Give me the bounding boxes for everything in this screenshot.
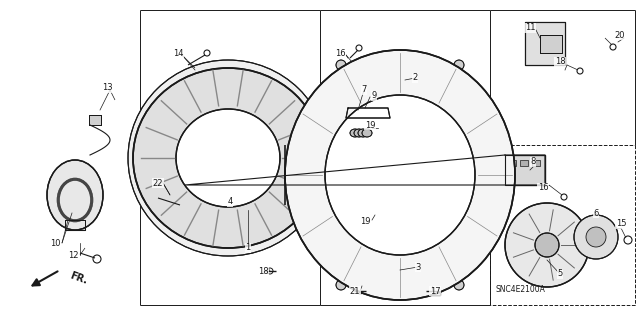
Circle shape	[290, 218, 298, 226]
Bar	[505, 155, 545, 185]
Circle shape	[513, 170, 523, 180]
Polygon shape	[247, 78, 259, 107]
Circle shape	[567, 255, 575, 263]
Text: 17: 17	[429, 286, 440, 295]
Ellipse shape	[574, 215, 618, 259]
Ellipse shape	[350, 129, 360, 137]
Bar	[505, 155, 545, 185]
Ellipse shape	[586, 227, 606, 247]
Polygon shape	[225, 213, 228, 243]
Text: 7: 7	[362, 85, 367, 94]
Bar	[385, 260, 440, 295]
Polygon shape	[147, 140, 173, 148]
Text: 22: 22	[153, 179, 163, 188]
Bar	[540, 35, 562, 53]
Polygon shape	[525, 22, 565, 65]
Polygon shape	[156, 113, 181, 130]
Bar	[520, 160, 528, 166]
Text: 19: 19	[360, 218, 371, 226]
Polygon shape	[275, 186, 300, 203]
Text: 4: 4	[227, 197, 232, 206]
Text: 6: 6	[593, 209, 598, 218]
Text: 12: 12	[68, 250, 78, 259]
Polygon shape	[505, 155, 545, 185]
Bar	[89, 115, 101, 125]
Bar	[385, 260, 440, 295]
Bar	[540, 35, 562, 53]
Circle shape	[567, 227, 575, 235]
Ellipse shape	[362, 129, 372, 137]
Text: 10: 10	[50, 239, 60, 248]
Text: 21: 21	[349, 286, 360, 295]
Circle shape	[277, 170, 287, 180]
Polygon shape	[65, 220, 85, 230]
Polygon shape	[155, 183, 179, 201]
Polygon shape	[262, 200, 282, 225]
Ellipse shape	[325, 95, 475, 255]
Ellipse shape	[285, 50, 515, 300]
Text: 19: 19	[365, 121, 375, 130]
Polygon shape	[244, 210, 257, 239]
Ellipse shape	[176, 109, 280, 207]
Ellipse shape	[47, 160, 103, 230]
Polygon shape	[200, 77, 212, 106]
Polygon shape	[228, 73, 231, 103]
Circle shape	[158, 90, 166, 98]
Bar	[89, 115, 101, 125]
Polygon shape	[175, 91, 195, 116]
Polygon shape	[146, 165, 173, 173]
Text: 1: 1	[245, 243, 251, 253]
Text: 14: 14	[173, 48, 183, 57]
Polygon shape	[276, 115, 301, 133]
Ellipse shape	[505, 203, 589, 287]
Text: 18: 18	[555, 57, 565, 66]
Text: 8: 8	[531, 158, 536, 167]
Text: SNC4E2100A: SNC4E2100A	[495, 286, 545, 294]
Text: 9: 9	[371, 92, 376, 100]
Text: 18: 18	[258, 266, 268, 276]
Text: 5: 5	[557, 270, 563, 278]
Circle shape	[290, 90, 298, 98]
Polygon shape	[264, 93, 284, 118]
Circle shape	[158, 218, 166, 226]
Ellipse shape	[358, 129, 368, 137]
Ellipse shape	[133, 68, 323, 248]
Text: 2: 2	[412, 73, 418, 83]
Text: 16: 16	[538, 183, 548, 192]
Polygon shape	[346, 108, 390, 118]
Circle shape	[519, 227, 527, 235]
Text: 15: 15	[616, 219, 627, 228]
Bar	[508, 160, 516, 166]
Bar	[532, 160, 540, 166]
Text: 13: 13	[102, 84, 112, 93]
Polygon shape	[172, 198, 192, 223]
Polygon shape	[196, 209, 209, 238]
Text: 11: 11	[525, 24, 535, 33]
Text: 16: 16	[335, 48, 346, 57]
Circle shape	[454, 60, 464, 70]
Circle shape	[336, 60, 346, 70]
Polygon shape	[283, 167, 310, 176]
Ellipse shape	[128, 60, 328, 256]
Text: 3: 3	[415, 263, 420, 271]
Circle shape	[519, 255, 527, 263]
Text: 20: 20	[615, 31, 625, 40]
Ellipse shape	[354, 129, 364, 137]
Circle shape	[454, 280, 464, 290]
Text: FR.: FR.	[68, 270, 88, 286]
Polygon shape	[283, 143, 310, 152]
Circle shape	[336, 280, 346, 290]
Ellipse shape	[535, 233, 559, 257]
